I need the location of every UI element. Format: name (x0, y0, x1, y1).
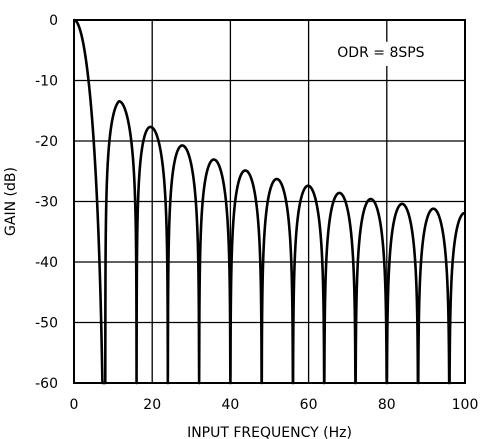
y-tick-label: -10 (35, 74, 58, 90)
x-tick-label: 80 (378, 397, 396, 413)
plot-frame (73, 19, 466, 384)
plot-area (72, 18, 467, 385)
x-tick-label: 0 (70, 397, 79, 413)
x-tick-label: 40 (221, 397, 239, 413)
annotation-background (335, 41, 430, 66)
grid (74, 20, 465, 383)
annotation-odr: ODR = 8SPS (337, 45, 424, 61)
y-axis-label: GAIN (dB) (3, 167, 19, 236)
x-axis-label: INPUT FREQUENCY (Hz) (187, 425, 352, 439)
x-tick-label: 100 (452, 397, 479, 413)
y-tick-label: -30 (35, 195, 58, 211)
x-tick-labels: 0 20 40 60 80 100 (70, 397, 479, 413)
gain-curve (72, 18, 467, 385)
x-tick-label: 20 (143, 397, 161, 413)
y-tick-label: -40 (35, 255, 58, 271)
y-tick-label: -50 (35, 316, 58, 332)
y-tick-label: -20 (35, 134, 58, 150)
y-tick-labels: 0 -10 -20 -30 -40 -50 -60 (35, 13, 58, 392)
y-tick-label: 0 (49, 13, 58, 29)
y-tick-label: -60 (35, 376, 58, 392)
x-tick-label: 60 (300, 397, 318, 413)
